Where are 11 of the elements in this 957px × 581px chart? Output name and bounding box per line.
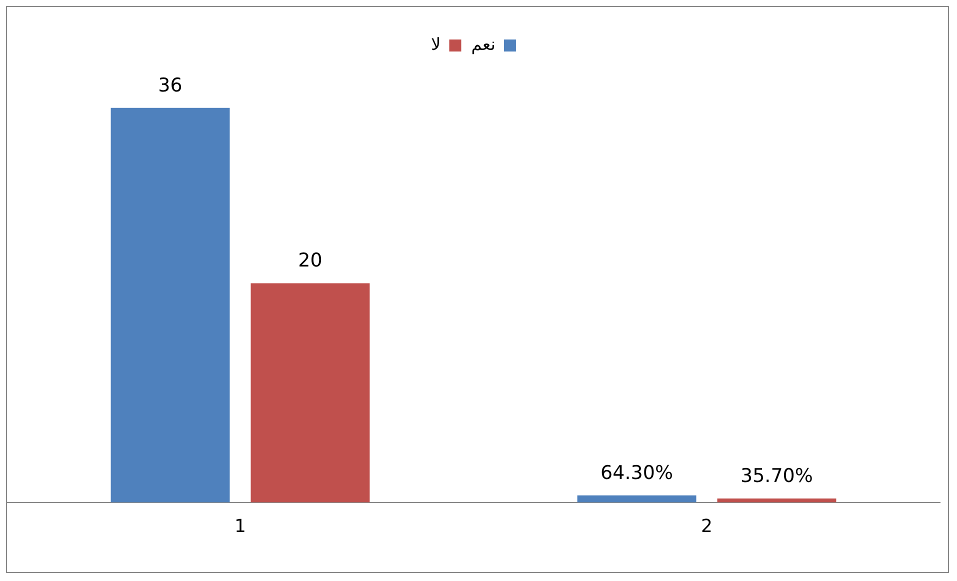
data-label: 64.30% [600,462,673,484]
x-tick-label: 2 [701,516,712,537]
data-label: 20 [298,250,322,272]
data-label: 35.70% [740,464,813,487]
x-tick-label: 1 [234,516,246,537]
bar [577,495,696,502]
legend-label: نعم [471,34,496,55]
legend-label: لا [431,34,441,55]
bar [250,283,370,502]
data-label: 36 [158,74,182,96]
bar [110,108,230,502]
